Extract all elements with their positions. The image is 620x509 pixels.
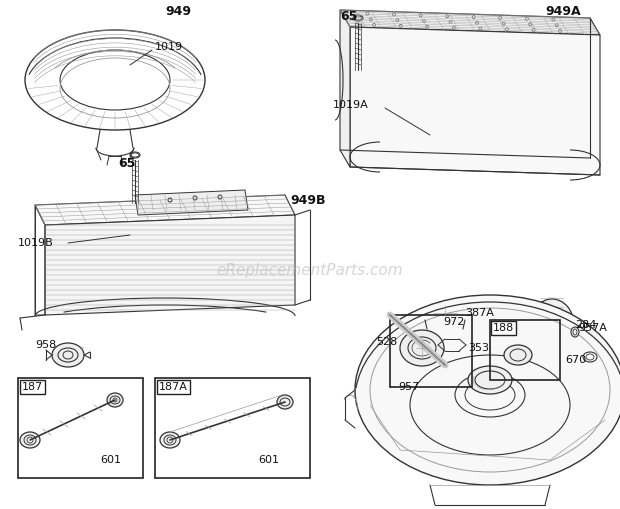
Text: 949: 949: [165, 5, 191, 18]
Ellipse shape: [52, 343, 84, 367]
Ellipse shape: [530, 299, 574, 351]
Ellipse shape: [20, 432, 40, 448]
Text: 972: 972: [443, 317, 464, 327]
Polygon shape: [35, 195, 295, 225]
Text: 949B: 949B: [290, 194, 326, 207]
Text: 187: 187: [22, 382, 43, 392]
Text: 601: 601: [100, 455, 121, 465]
Polygon shape: [45, 215, 295, 315]
Text: 65: 65: [118, 157, 135, 170]
Text: 387A: 387A: [465, 308, 494, 318]
Ellipse shape: [355, 295, 620, 485]
Ellipse shape: [427, 305, 463, 325]
Ellipse shape: [571, 327, 579, 337]
Polygon shape: [340, 10, 600, 35]
Text: 957: 957: [398, 382, 419, 392]
Ellipse shape: [277, 395, 293, 409]
Text: 528: 528: [376, 337, 397, 347]
Text: eReplacementParts.com: eReplacementParts.com: [216, 263, 404, 277]
Ellipse shape: [504, 345, 532, 365]
Ellipse shape: [400, 330, 444, 366]
Text: 1019B: 1019B: [18, 238, 54, 248]
Polygon shape: [340, 10, 350, 167]
Ellipse shape: [160, 432, 180, 448]
Text: 284: 284: [575, 320, 596, 330]
Polygon shape: [350, 27, 600, 175]
Text: 949A: 949A: [545, 5, 580, 18]
Polygon shape: [135, 190, 248, 215]
Text: 1019A: 1019A: [333, 100, 369, 110]
Text: 601: 601: [258, 455, 279, 465]
Text: 957A: 957A: [578, 323, 607, 333]
Text: 958: 958: [35, 340, 56, 350]
Text: 353: 353: [468, 343, 489, 353]
Ellipse shape: [107, 393, 123, 407]
Text: 65: 65: [340, 10, 357, 23]
Text: 670: 670: [565, 355, 586, 365]
Text: 188: 188: [493, 323, 514, 333]
Text: 1019: 1019: [155, 42, 183, 52]
Text: 187A: 187A: [159, 382, 188, 392]
Ellipse shape: [468, 366, 512, 394]
